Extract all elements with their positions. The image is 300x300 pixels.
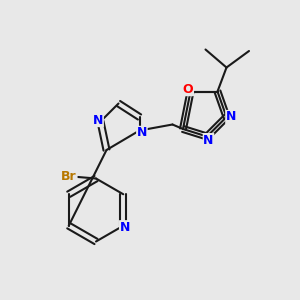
- Text: Br: Br: [61, 170, 77, 184]
- Text: N: N: [93, 113, 103, 127]
- Text: O: O: [183, 82, 194, 96]
- Text: N: N: [203, 134, 214, 147]
- Text: N: N: [137, 126, 147, 140]
- Text: N: N: [226, 110, 236, 124]
- Text: N: N: [120, 221, 130, 234]
